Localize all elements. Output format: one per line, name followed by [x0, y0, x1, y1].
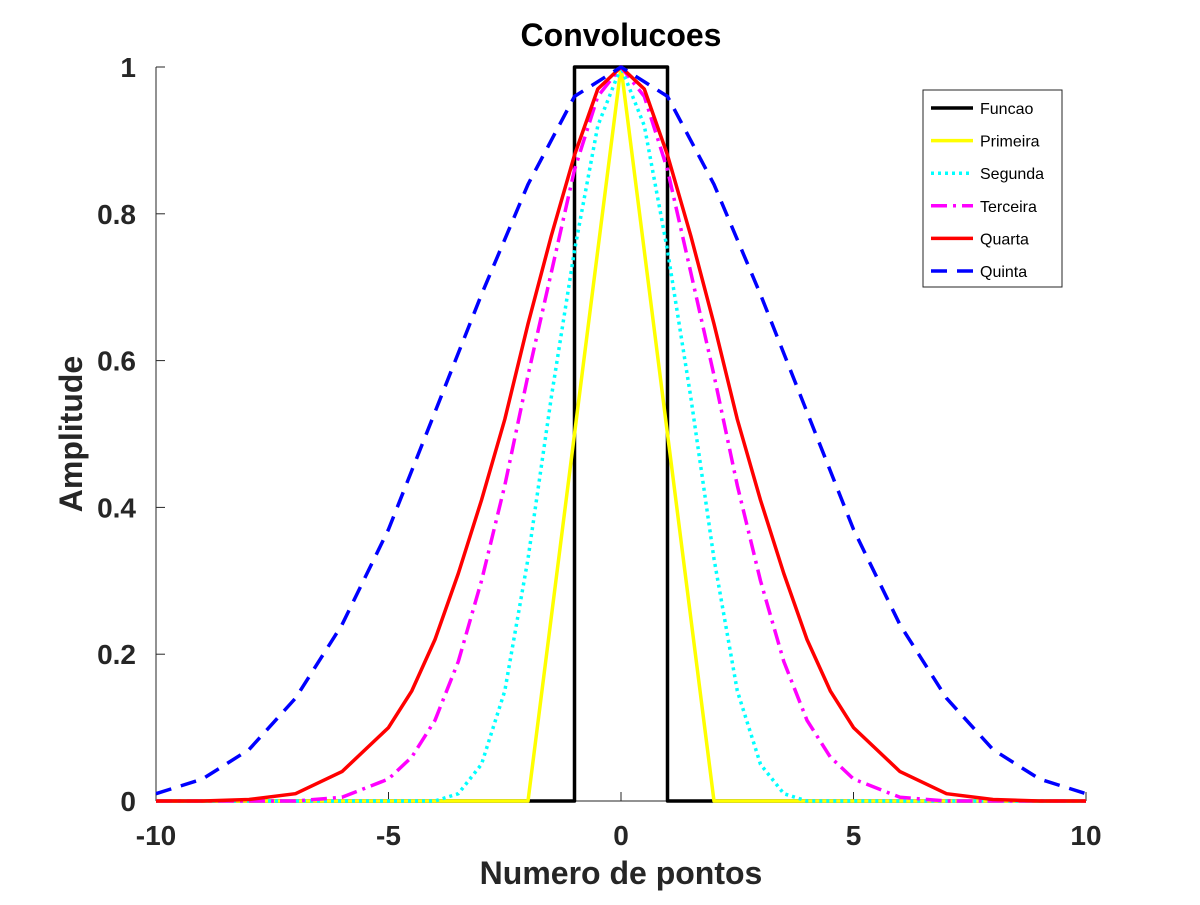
- series-line-quinta: [155, 65, 1087, 796]
- series-line-segunda: [156, 65, 1086, 803]
- y-axis-title: Amplitude: [53, 356, 89, 512]
- legend-label-terceira: Terceira: [980, 199, 1037, 216]
- x-tick-label: 0: [613, 820, 629, 851]
- legend-label-quarta: Quarta: [980, 231, 1029, 248]
- legend-label-primeira: Primeira: [980, 134, 1040, 151]
- chart-title: Convolucoes: [521, 17, 722, 53]
- x-tick-label: -5: [376, 820, 401, 851]
- y-tick-label: 0: [120, 786, 136, 817]
- x-tick-label: 10: [1070, 820, 1101, 851]
- x-tick-label: -10: [136, 820, 176, 851]
- legend-label-segunda: Segunda: [980, 166, 1044, 183]
- legend-label-funcao: Funcao: [980, 101, 1033, 118]
- y-tick-label: 0.8: [97, 199, 136, 230]
- y-tick-label: 1: [120, 52, 136, 83]
- y-tick-label: 0.4: [97, 492, 136, 523]
- y-tick-label: 0.6: [97, 346, 136, 377]
- legend-box: [922, 89, 1063, 288]
- x-tick-label: 5: [846, 820, 862, 851]
- x-axis-title: Numero de pontos: [480, 855, 763, 891]
- legend-label-quinta: Quinta: [980, 264, 1027, 281]
- y-tick-label: 0.2: [97, 639, 136, 670]
